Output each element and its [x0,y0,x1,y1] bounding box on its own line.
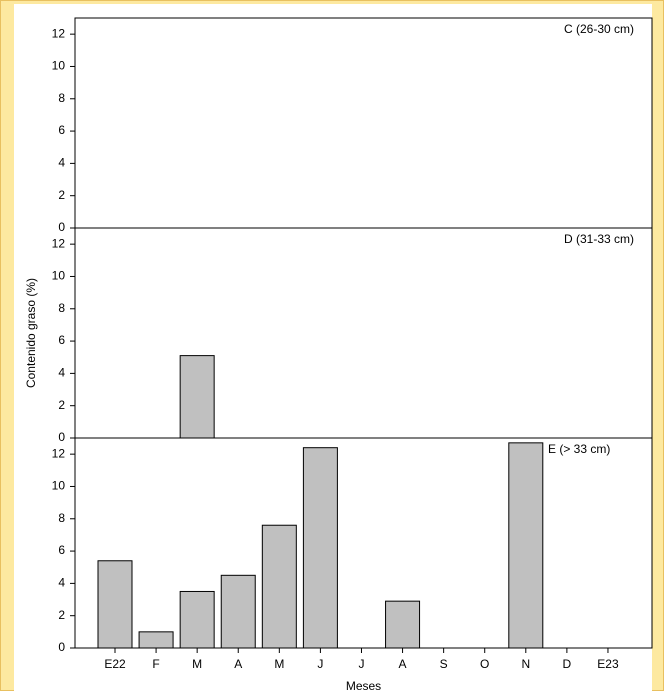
x-tick-label: E23 [597,657,619,671]
y-tick-label: 2 [58,608,65,622]
y-tick-label: 0 [58,220,65,234]
x-tick-label: D [563,657,572,671]
x-tick-label: M [192,657,202,671]
y-tick-label: 0 [58,640,65,654]
bar [97,560,133,649]
y-tick-label: 0 [58,430,65,444]
x-tick-label: M [274,657,284,671]
x-tick-label: S [440,657,448,671]
y-tick-label: 12 [52,236,66,250]
y-tick-label: 8 [58,511,65,525]
y-tick-label: 4 [58,576,65,590]
bar [302,447,338,649]
bar [385,600,421,649]
panel-label: D (31-33 cm) [564,232,634,246]
bar [179,590,215,649]
panel-label: C (26-30 cm) [564,22,634,36]
y-tick-label: 6 [58,333,65,347]
x-tick-label: E22 [104,657,126,671]
bar [138,631,174,649]
bar [261,524,297,649]
y-tick-label: 6 [58,123,65,137]
bar [179,355,215,439]
x-tick-label: J [317,657,323,671]
panel-frame [74,437,653,649]
x-tick-label: N [521,657,530,671]
y-tick-label: 8 [58,301,65,315]
x-tick-label: F [152,657,159,671]
y-tick-label: 10 [52,479,66,493]
y-tick-label: 10 [52,269,66,283]
y-tick-label: 4 [58,366,65,380]
x-tick-label: A [234,657,242,671]
panel-label: E (> 33 cm) [548,442,610,456]
y-tick-label: 6 [58,543,65,557]
y-tick-label: 8 [58,91,65,105]
bar [220,574,256,649]
y-tick-label: 12 [52,26,66,40]
y-tick-label: 10 [52,59,66,73]
x-tick-label: O [480,657,489,671]
x-tick-label: J [358,657,364,671]
x-tick-label: A [399,657,407,671]
y-tick-label: 12 [52,446,66,460]
y-tick-label: 2 [58,398,65,412]
bar [508,442,544,649]
y-axis-label: Contenido graso (%) [24,278,38,388]
x-axis-label: Meses [346,679,381,691]
y-tick-label: 4 [58,156,65,170]
y-tick-label: 2 [58,188,65,202]
